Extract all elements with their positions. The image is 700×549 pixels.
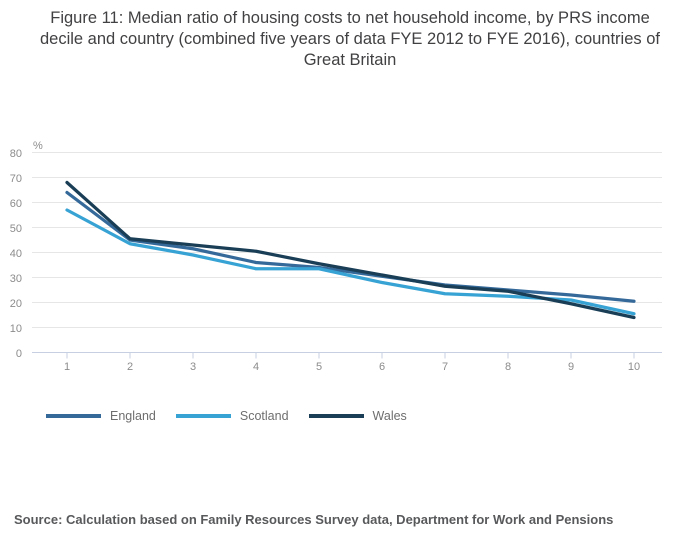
source-attribution: Source: Calculation based on Family Reso… bbox=[14, 512, 614, 527]
legend-label-scotland: Scotland bbox=[239, 409, 289, 423]
x-tick-label-7: 7 bbox=[442, 361, 448, 373]
x-tick-label-5: 5 bbox=[316, 361, 322, 373]
y-tick-label-70: 70 bbox=[10, 173, 22, 185]
chart-legend: England Scotland Wales bbox=[46, 409, 407, 423]
legend-swatch-england bbox=[46, 414, 101, 418]
y-tick-label-60: 60 bbox=[10, 198, 22, 210]
y-tick-label-50: 50 bbox=[10, 223, 22, 235]
legend-label-england: England bbox=[110, 409, 156, 423]
x-tick-label-2: 2 bbox=[127, 361, 133, 373]
x-tick-label-8: 8 bbox=[505, 361, 511, 373]
legend-item-england[interactable]: England bbox=[46, 409, 156, 423]
x-tick-label-9: 9 bbox=[568, 361, 574, 373]
y-tick-label-40: 40 bbox=[10, 248, 22, 260]
legend-item-wales[interactable]: Wales bbox=[308, 409, 407, 423]
y-tick-label-10: 10 bbox=[10, 323, 22, 335]
series-line-england[interactable] bbox=[65, 190, 636, 303]
x-tick-label-6: 6 bbox=[379, 361, 385, 373]
y-tick-label-80: 80 bbox=[10, 148, 22, 160]
legend-item-scotland[interactable]: Scotland bbox=[175, 409, 289, 423]
y-axis-unit-label: % bbox=[33, 140, 43, 152]
x-tick-label-3: 3 bbox=[190, 361, 196, 373]
legend-swatch-wales bbox=[308, 414, 364, 418]
x-tick-label-10: 10 bbox=[628, 361, 640, 373]
series-line-wales[interactable] bbox=[65, 180, 636, 320]
y-tick-label-20: 20 bbox=[10, 298, 22, 310]
y-tick-label-30: 30 bbox=[10, 273, 22, 285]
chart-svg: 0 10 20 30 40 50 60 70 80% 1 2 3 4 5 6 7 8 9 10 bbox=[10, 140, 662, 373]
legend-swatch-scotland bbox=[175, 414, 231, 418]
chart-title: Figure 11: Median ratio of housing costs… bbox=[39, 9, 660, 70]
legend-label-wales: Wales bbox=[372, 409, 407, 423]
x-tick-label-4: 4 bbox=[253, 361, 259, 373]
x-tick-label-1: 1 bbox=[64, 361, 70, 373]
y-tick-label-0: 0 bbox=[16, 348, 22, 360]
